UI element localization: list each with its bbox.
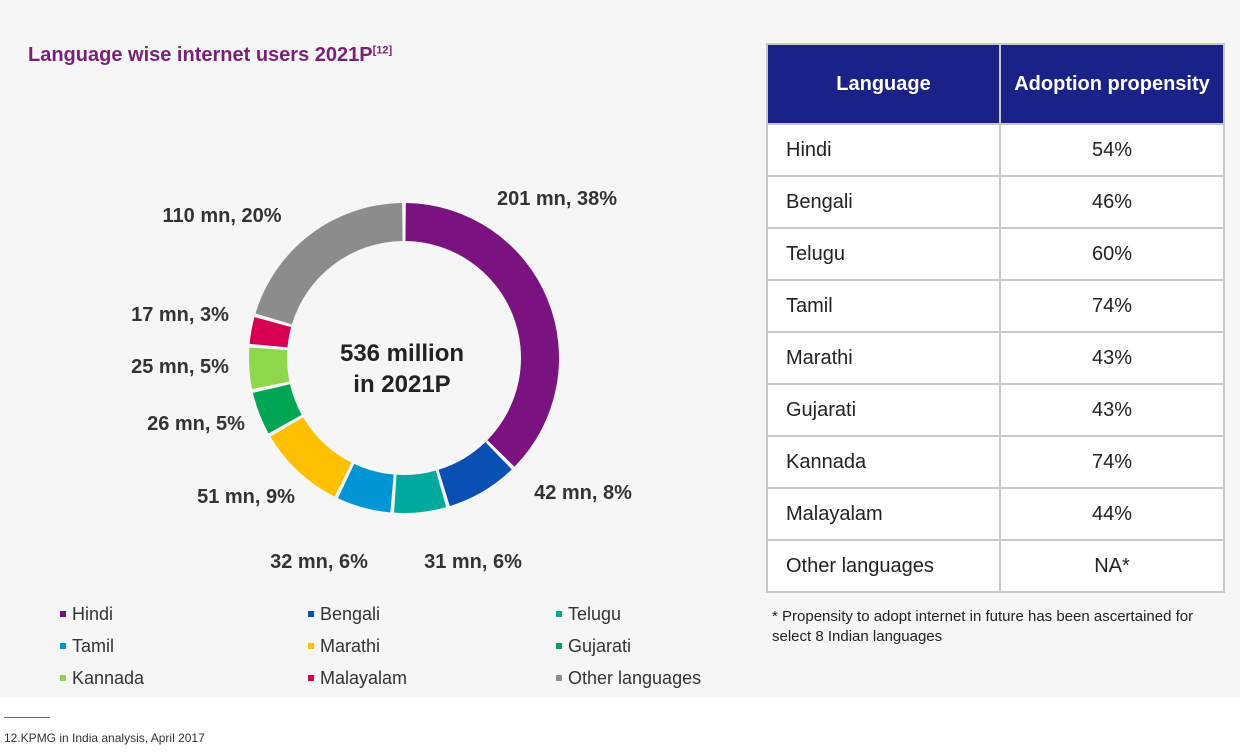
data-label-tamil: 32 mn, 6%	[270, 551, 368, 573]
cell-adoption-propensity: 43%	[999, 331, 1225, 385]
table-row: Telugu 60%	[766, 227, 1225, 281]
center-label-line-1: 536 million	[340, 340, 464, 367]
cell-adoption-propensity: 46%	[999, 175, 1225, 229]
legend-label: Gujarati	[568, 635, 632, 656]
header-adoption-propensity: Adoption propensity	[999, 43, 1225, 125]
cell-adoption-propensity: NA*	[999, 539, 1225, 593]
legend-swatch	[60, 643, 66, 649]
slice-malayalam	[249, 317, 292, 348]
cell-adoption-propensity: 54%	[999, 123, 1225, 177]
legend-item-bengali: Bengali	[308, 603, 556, 625]
data-label-marathi: 51 mn, 9%	[197, 486, 295, 508]
data-label-gujarati: 26 mn, 5%	[147, 413, 245, 435]
chart-legend: Hindi Bengali Telugu Tamil Marathi Gujarati Ka…	[60, 603, 756, 689]
data-label-bengali: 42 mn, 8%	[534, 482, 632, 504]
cell-adoption-propensity: 44%	[999, 487, 1225, 541]
legend-label: Hindi	[72, 603, 114, 624]
footnote: * Propensity to adopt internet in future…	[772, 608, 1194, 645]
cell-language: Gujarati	[766, 383, 1001, 437]
legend-swatch	[556, 675, 562, 681]
table-row: Bengali 46%	[766, 175, 1225, 229]
cell-language: Marathi	[766, 331, 1001, 385]
cell-language: Telugu	[766, 227, 1001, 281]
slice-gujarati	[252, 384, 302, 434]
legend-item-tamil: Tamil	[60, 635, 308, 657]
legend-label: Kannada	[72, 667, 145, 688]
source-note: 12.KPMG in India analysis, April 2017	[4, 731, 205, 745]
cell-language: Hindi	[766, 123, 1001, 177]
legend-item-telugu: Telugu	[556, 603, 756, 625]
cell-language: Other languages	[766, 539, 1001, 593]
cell-language: Tamil	[766, 279, 1001, 333]
table-row: Malayalam 44%	[766, 487, 1225, 541]
legend-swatch	[308, 611, 314, 617]
data-label-hindi: 201 mn, 38%	[497, 188, 617, 210]
legend-item-hindi: Hindi	[60, 603, 308, 625]
legend-swatch	[556, 643, 562, 649]
data-label-telugu: 31 mn, 6%	[424, 551, 522, 573]
cell-language: Kannada	[766, 435, 1001, 489]
source-divider	[4, 717, 50, 718]
data-label-kannada: 25 mn, 5%	[131, 356, 229, 378]
table-row: Kannada 74%	[766, 435, 1225, 489]
table-row: Hindi 54%	[766, 123, 1225, 177]
slice-tamil	[337, 463, 394, 513]
legend-label: Bengali	[320, 603, 381, 624]
legend-item-other-languages: Other languages	[556, 667, 756, 689]
table-row: Tamil 74%	[766, 279, 1225, 333]
legend-swatch	[556, 611, 562, 617]
data-label-malayalam: 17 mn, 3%	[131, 304, 229, 326]
chart-title: Language wise internet users 2021P[12]	[28, 44, 393, 66]
slice-telugu	[394, 470, 447, 513]
table-row: Marathi 43%	[766, 331, 1225, 385]
cell-adoption-propensity: 74%	[999, 279, 1225, 333]
cell-adoption-propensity: 60%	[999, 227, 1225, 281]
data-label-other-languages: 110 mn, 20%	[163, 205, 282, 227]
legend-item-gujarati: Gujarati	[556, 635, 756, 657]
legend-label: Marathi	[320, 635, 381, 656]
slice-other-languages	[255, 203, 403, 325]
legend-swatch	[308, 643, 314, 649]
donut-chart: 201 mn, 38% 42 mn, 8% 31 mn, 6% 32 mn, 6% 51…	[131, 188, 632, 573]
adoption-propensity-table: Language Adoption propensity Hindi 54% Ben…	[766, 43, 1225, 593]
legend-swatch	[60, 611, 66, 617]
legend-item-malayalam: Malayalam	[308, 667, 556, 689]
cell-adoption-propensity: 74%	[999, 435, 1225, 489]
slice-bengali	[438, 442, 512, 507]
slice-marathi	[270, 417, 352, 497]
legend-swatch	[308, 675, 314, 681]
table-row: Other languages NA*	[766, 539, 1225, 593]
cell-adoption-propensity: 43%	[999, 383, 1225, 437]
slice-kannada	[249, 347, 290, 390]
legend-swatch	[60, 675, 66, 681]
center-label-line-2: in 2021P	[353, 371, 450, 398]
legend-label: Tamil	[72, 635, 115, 656]
header-language: Language	[766, 43, 1001, 125]
legend-item-marathi: Marathi	[308, 635, 556, 657]
cell-language: Malayalam	[766, 487, 1001, 541]
title-reference: [12]	[372, 44, 393, 57]
legend-label: Malayalam	[320, 667, 408, 688]
legend-label: Other languages	[568, 667, 702, 688]
legend-item-kannada: Kannada	[60, 667, 308, 689]
legend-label: Telugu	[568, 603, 622, 624]
cell-language: Bengali	[766, 175, 1001, 229]
table-row: Gujarati 43%	[766, 383, 1225, 437]
slice-hindi	[405, 203, 559, 467]
table-header-row: Language Adoption propensity	[766, 43, 1225, 125]
